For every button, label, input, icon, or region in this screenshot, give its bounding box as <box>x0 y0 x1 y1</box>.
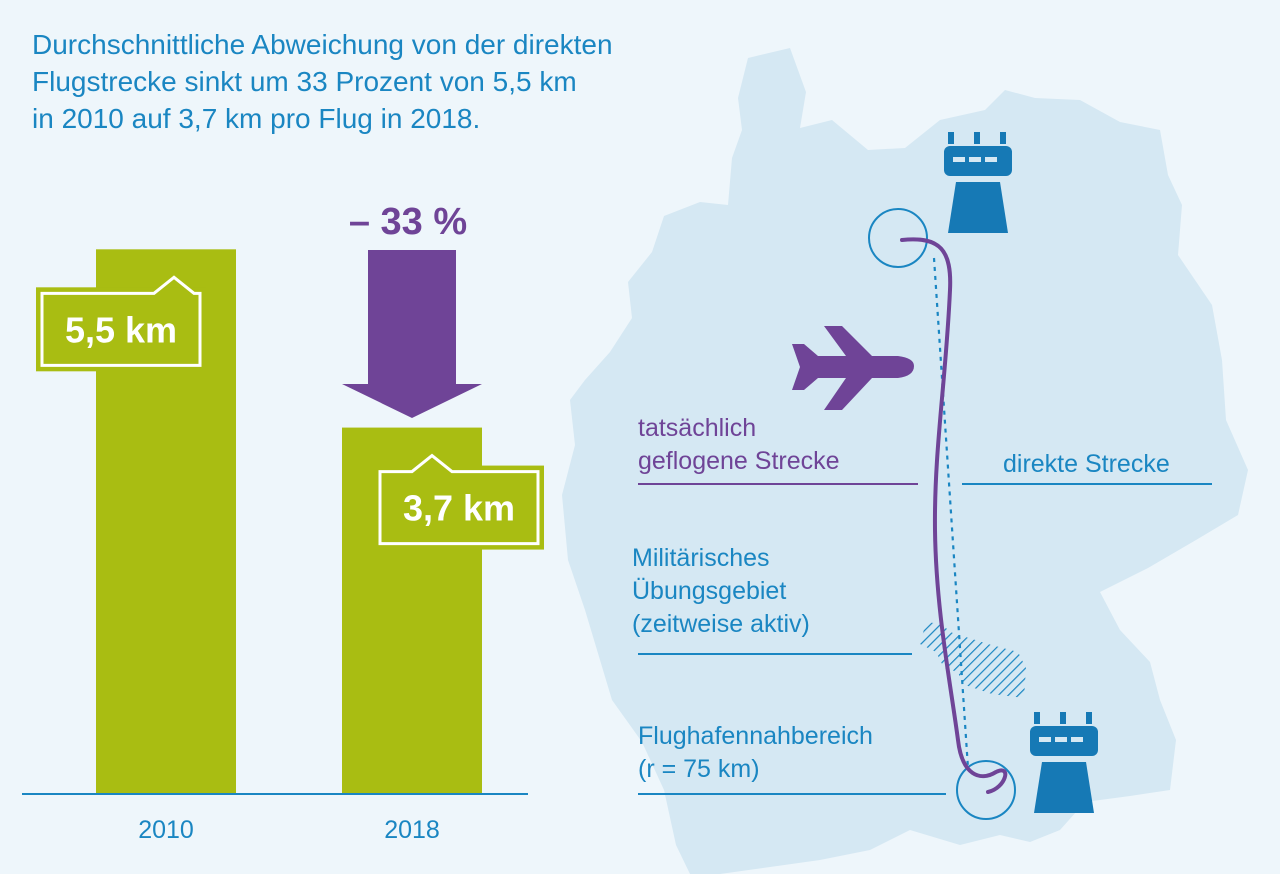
germany-map <box>562 48 1248 874</box>
military-area-label-line-2: Übungsgebiet <box>632 577 787 605</box>
x-tick-label-2018: 2018 <box>384 816 440 844</box>
airport-area-circle-north <box>868 208 928 268</box>
airport-area-label-line-1: Flughafennahbereich <box>638 722 873 750</box>
military-area <box>920 622 1026 698</box>
military-area-label: Militärisches Übungsgebiet (zeitweise ak… <box>632 542 810 641</box>
data-label-2010: 5,5 km <box>65 309 177 350</box>
bar-chart: 2010 2018 5,5 km 3,7 km – 33 % <box>22 201 544 844</box>
control-tower-icon <box>1030 712 1098 813</box>
airport-area-label-line-2: (r = 75 km) <box>638 755 760 783</box>
direct-route-label-text: direkte Strecke <box>1003 450 1170 478</box>
actual-route-label: tatsächlich geflogene Strecke <box>638 412 840 478</box>
actual-route-line <box>900 237 1008 794</box>
data-label-outline-2010 <box>40 275 202 367</box>
headline: Durchschnittliche Abweichung von der dir… <box>32 26 732 137</box>
direct-route-label: direkte Strecke <box>1003 448 1170 481</box>
airplane-icon <box>792 326 914 410</box>
actual-route-label-line-1: tatsächlich <box>638 414 757 442</box>
data-label-2018: 3,7 km <box>403 488 515 529</box>
airport-area-label: Flughafennahbereich (r = 75 km) <box>638 720 873 786</box>
airport-area-circle-south <box>956 760 1016 820</box>
data-label-outline-2018 <box>378 453 540 546</box>
change-label: – 33 % <box>349 201 467 243</box>
military-area-label-line-3: (zeitweise aktiv) <box>632 610 810 638</box>
data-label-box-2018 <box>374 465 544 550</box>
x-tick-label-2010: 2010 <box>138 816 194 844</box>
control-tower-icon <box>944 132 1012 233</box>
decrease-arrow-icon <box>342 250 482 418</box>
headline-line-2: Flugstrecke sinkt um 33 Prozent von 5,5 … <box>32 66 577 97</box>
headline-line-3: in 2010 auf 3,7 km pro Flug in 2018. <box>32 103 481 134</box>
military-area-label-line-1: Militärisches <box>632 544 770 572</box>
data-label-box-2010 <box>36 287 206 372</box>
direct-route-line <box>932 257 970 769</box>
headline-line-1: Durchschnittliche Abweichung von der dir… <box>32 29 613 60</box>
actual-route-label-line-2: geflogene Strecke <box>638 447 840 475</box>
